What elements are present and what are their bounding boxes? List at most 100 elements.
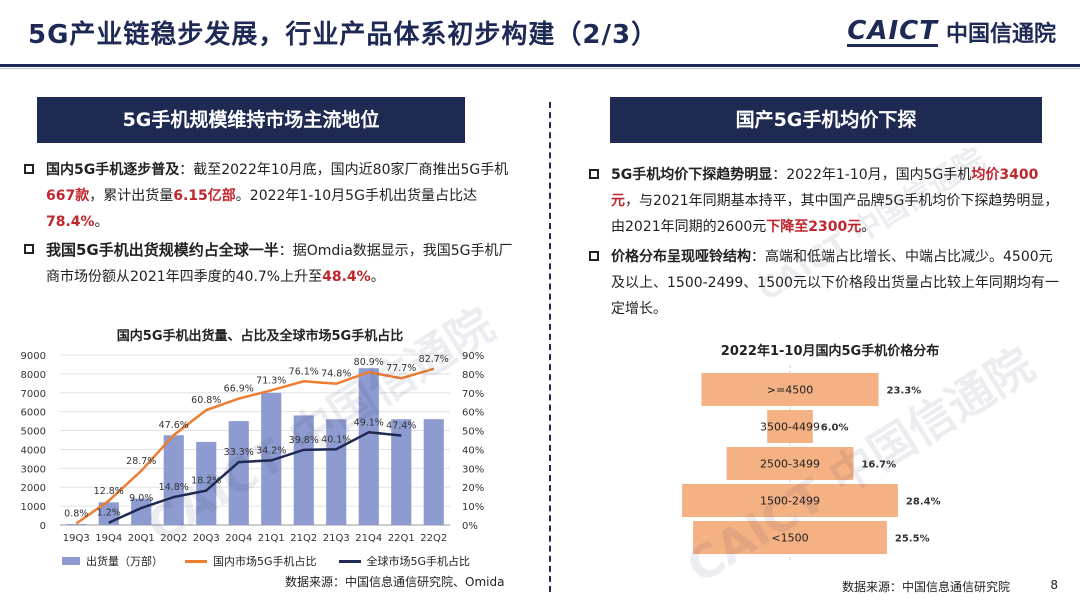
highlight: 下降至2300元: [766, 219, 862, 235]
bullet-text: 。: [861, 219, 876, 235]
y2-tick-label: 50%: [462, 427, 484, 438]
data-label: 0.8%: [64, 508, 88, 519]
data-label: 25.5%: [895, 534, 930, 545]
category-label: >=4500: [767, 384, 813, 397]
data-label: 66.9%: [224, 384, 254, 395]
x-tick-label: 22Q2: [420, 533, 447, 544]
x-tick-label: 20Q1: [128, 533, 155, 544]
series-line: [108, 430, 402, 524]
logo-mark: CAICT: [847, 15, 938, 47]
y-tick-label: 7000: [21, 389, 46, 400]
legend-bar-swatch: [62, 557, 80, 565]
data-label: 34.2%: [256, 445, 286, 456]
page-title: 5G产业链稳步发展，行业产品体系初步构建（2/3）: [28, 20, 659, 50]
panel-divider: [549, 102, 551, 592]
category-label: <1500: [771, 532, 808, 545]
bullet-box-icon: [24, 244, 34, 254]
x-tick-label: 19Q4: [95, 533, 122, 544]
data-label: 6.0%: [821, 423, 849, 434]
price-distribution-chart: >=4500 23.3% 3500-4499 6.0% 2500-3499 16.7% 15…: [682, 365, 941, 562]
data-label: 39.8%: [289, 435, 319, 446]
highlight: 48.4%: [322, 269, 371, 285]
bullet-text: ：高端和低端占比增长、中端占比减少。4500元及以上、1500-2499、150…: [611, 249, 1059, 317]
y2-tick-label: 0%: [462, 521, 478, 532]
category-label: 3500-4499: [760, 421, 820, 434]
y-tick-label: 5000: [21, 427, 46, 438]
legend-label: 国内市场5G手机占比: [213, 555, 317, 568]
x-tick-label: 22Q1: [388, 533, 415, 544]
data-label: 74.8%: [321, 369, 351, 380]
chart-legend: 出货量（万部） 国内市场5G手机占比 全球市场5G手机占比: [62, 553, 470, 569]
y-tick-label: 9000: [21, 351, 46, 362]
bar: [391, 419, 412, 525]
funnel-bar: [682, 484, 898, 517]
data-label: 28.4%: [906, 497, 941, 508]
logo-text: 中国信通院: [945, 22, 1056, 47]
bullet-lead: 价格分布呈现哑铃结构: [611, 249, 751, 265]
left-bullet-1: 国内5G手机逐步普及：截至2022年10月底，国内近80家厂商推出5G手机 667…: [22, 157, 522, 235]
y2-tick-label: 10%: [462, 502, 484, 513]
bullet-text: 。: [370, 269, 385, 285]
bar: [261, 392, 282, 525]
category-label: 2500-3499: [760, 458, 820, 471]
data-label: 80.9%: [354, 357, 384, 368]
bar: [66, 524, 87, 525]
legend-navy-swatch: [338, 559, 361, 563]
data-label: 47.4%: [386, 420, 416, 431]
data-label: 23.3%: [887, 386, 922, 397]
caict-logo: CAICT 中国信通院: [847, 16, 1056, 48]
bullet-text: ：截至2022年10月底，国内近80家厂商推出5G手机: [179, 162, 509, 178]
data-label: 60.8%: [191, 395, 221, 406]
left-bullet-2: 我国5G手机出货规模约占全球一半：据Omdia数据显示，我国5G手机厂商市场份额…: [22, 237, 522, 290]
bar: [423, 419, 444, 525]
y2-tick-label: 40%: [462, 445, 484, 456]
data-label: 16.7%: [861, 460, 896, 471]
bar: [358, 368, 379, 525]
data-label: 71.3%: [256, 375, 286, 386]
y2-tick-label: 60%: [462, 408, 484, 419]
data-label: 33.3%: [224, 447, 254, 458]
right-source: 数据来源：中国信息通信研究院: [842, 580, 1011, 594]
bullet-text: 。: [94, 214, 109, 230]
right-banner: 国产5G手机均价下探: [610, 97, 1042, 143]
y-tick-label: 3000: [21, 464, 46, 475]
bar: [293, 415, 314, 525]
data-label: 49.1%: [354, 417, 384, 428]
x-tick-label: 20Q2: [160, 533, 187, 544]
y-tick-label: 4000: [21, 445, 46, 456]
data-label: 1.2%: [97, 508, 121, 519]
shipment-combo-chart: 0 1000 2000 3000 4000 5000 6000 7000 8000 9000 0% 1…: [21, 351, 485, 544]
y2-tick-label: 20%: [462, 483, 484, 494]
bullet-text: ，累计出货量: [89, 188, 174, 204]
data-label: 12.8%: [94, 486, 124, 497]
bullet-box-icon: [24, 164, 34, 174]
legend-label: 出货量（万部）: [86, 555, 163, 568]
y2-tick-label: 90%: [462, 351, 484, 362]
y2-tick-label: 80%: [462, 370, 484, 381]
left-source: 数据来源：中国信息通信研究院、Omida: [285, 575, 505, 589]
x-tick-label: 20Q3: [193, 533, 220, 544]
left-chart-title: 国内5G手机出货量、占比及全球市场5G手机占比: [116, 329, 404, 344]
bullet-box-icon: [589, 251, 599, 261]
bullet-text: ：据Omdia数据显示，我国5G手机厂商市场份额从2021年四季度的40.7%上…: [46, 243, 513, 285]
page-number: 8: [1050, 578, 1058, 592]
funnel-bar: [701, 373, 879, 406]
x-tick-label: 21Q4: [355, 533, 382, 544]
bar: [163, 435, 184, 525]
data-label: 9.0%: [129, 493, 153, 504]
data-label: 76.1%: [289, 366, 319, 377]
bar: [228, 421, 249, 525]
y2-tick-label: 30%: [462, 464, 484, 475]
x-tick-label: 21Q2: [290, 533, 317, 544]
bullet-lead: 国内5G手机逐步普及: [46, 162, 180, 178]
highlight: 6.15亿部: [173, 188, 236, 204]
data-label: 40.1%: [321, 434, 351, 445]
series-line: [75, 367, 435, 525]
x-tick-label: 20Q4: [225, 533, 252, 544]
y-tick-label: 0: [40, 521, 46, 532]
data-label: 14.8%: [159, 482, 189, 493]
bar: [196, 441, 217, 525]
bullet-lead: 我国5G手机出货规模约占全球一半: [46, 241, 279, 259]
data-label: 47.6%: [159, 420, 189, 431]
y-tick-label: 6000: [21, 408, 46, 419]
